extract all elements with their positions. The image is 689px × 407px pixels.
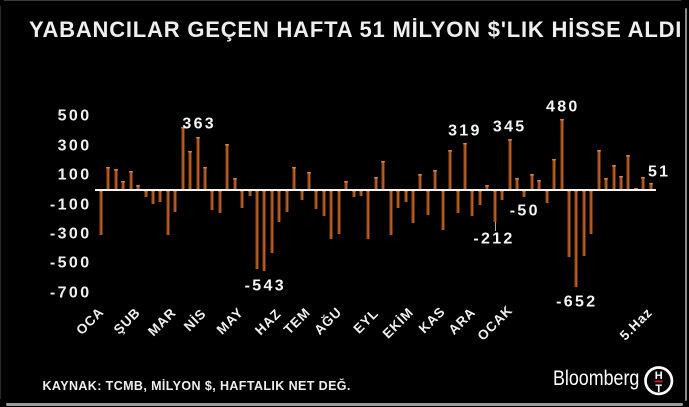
- svg-text:T: T: [655, 383, 662, 395]
- svg-text:H: H: [655, 370, 663, 382]
